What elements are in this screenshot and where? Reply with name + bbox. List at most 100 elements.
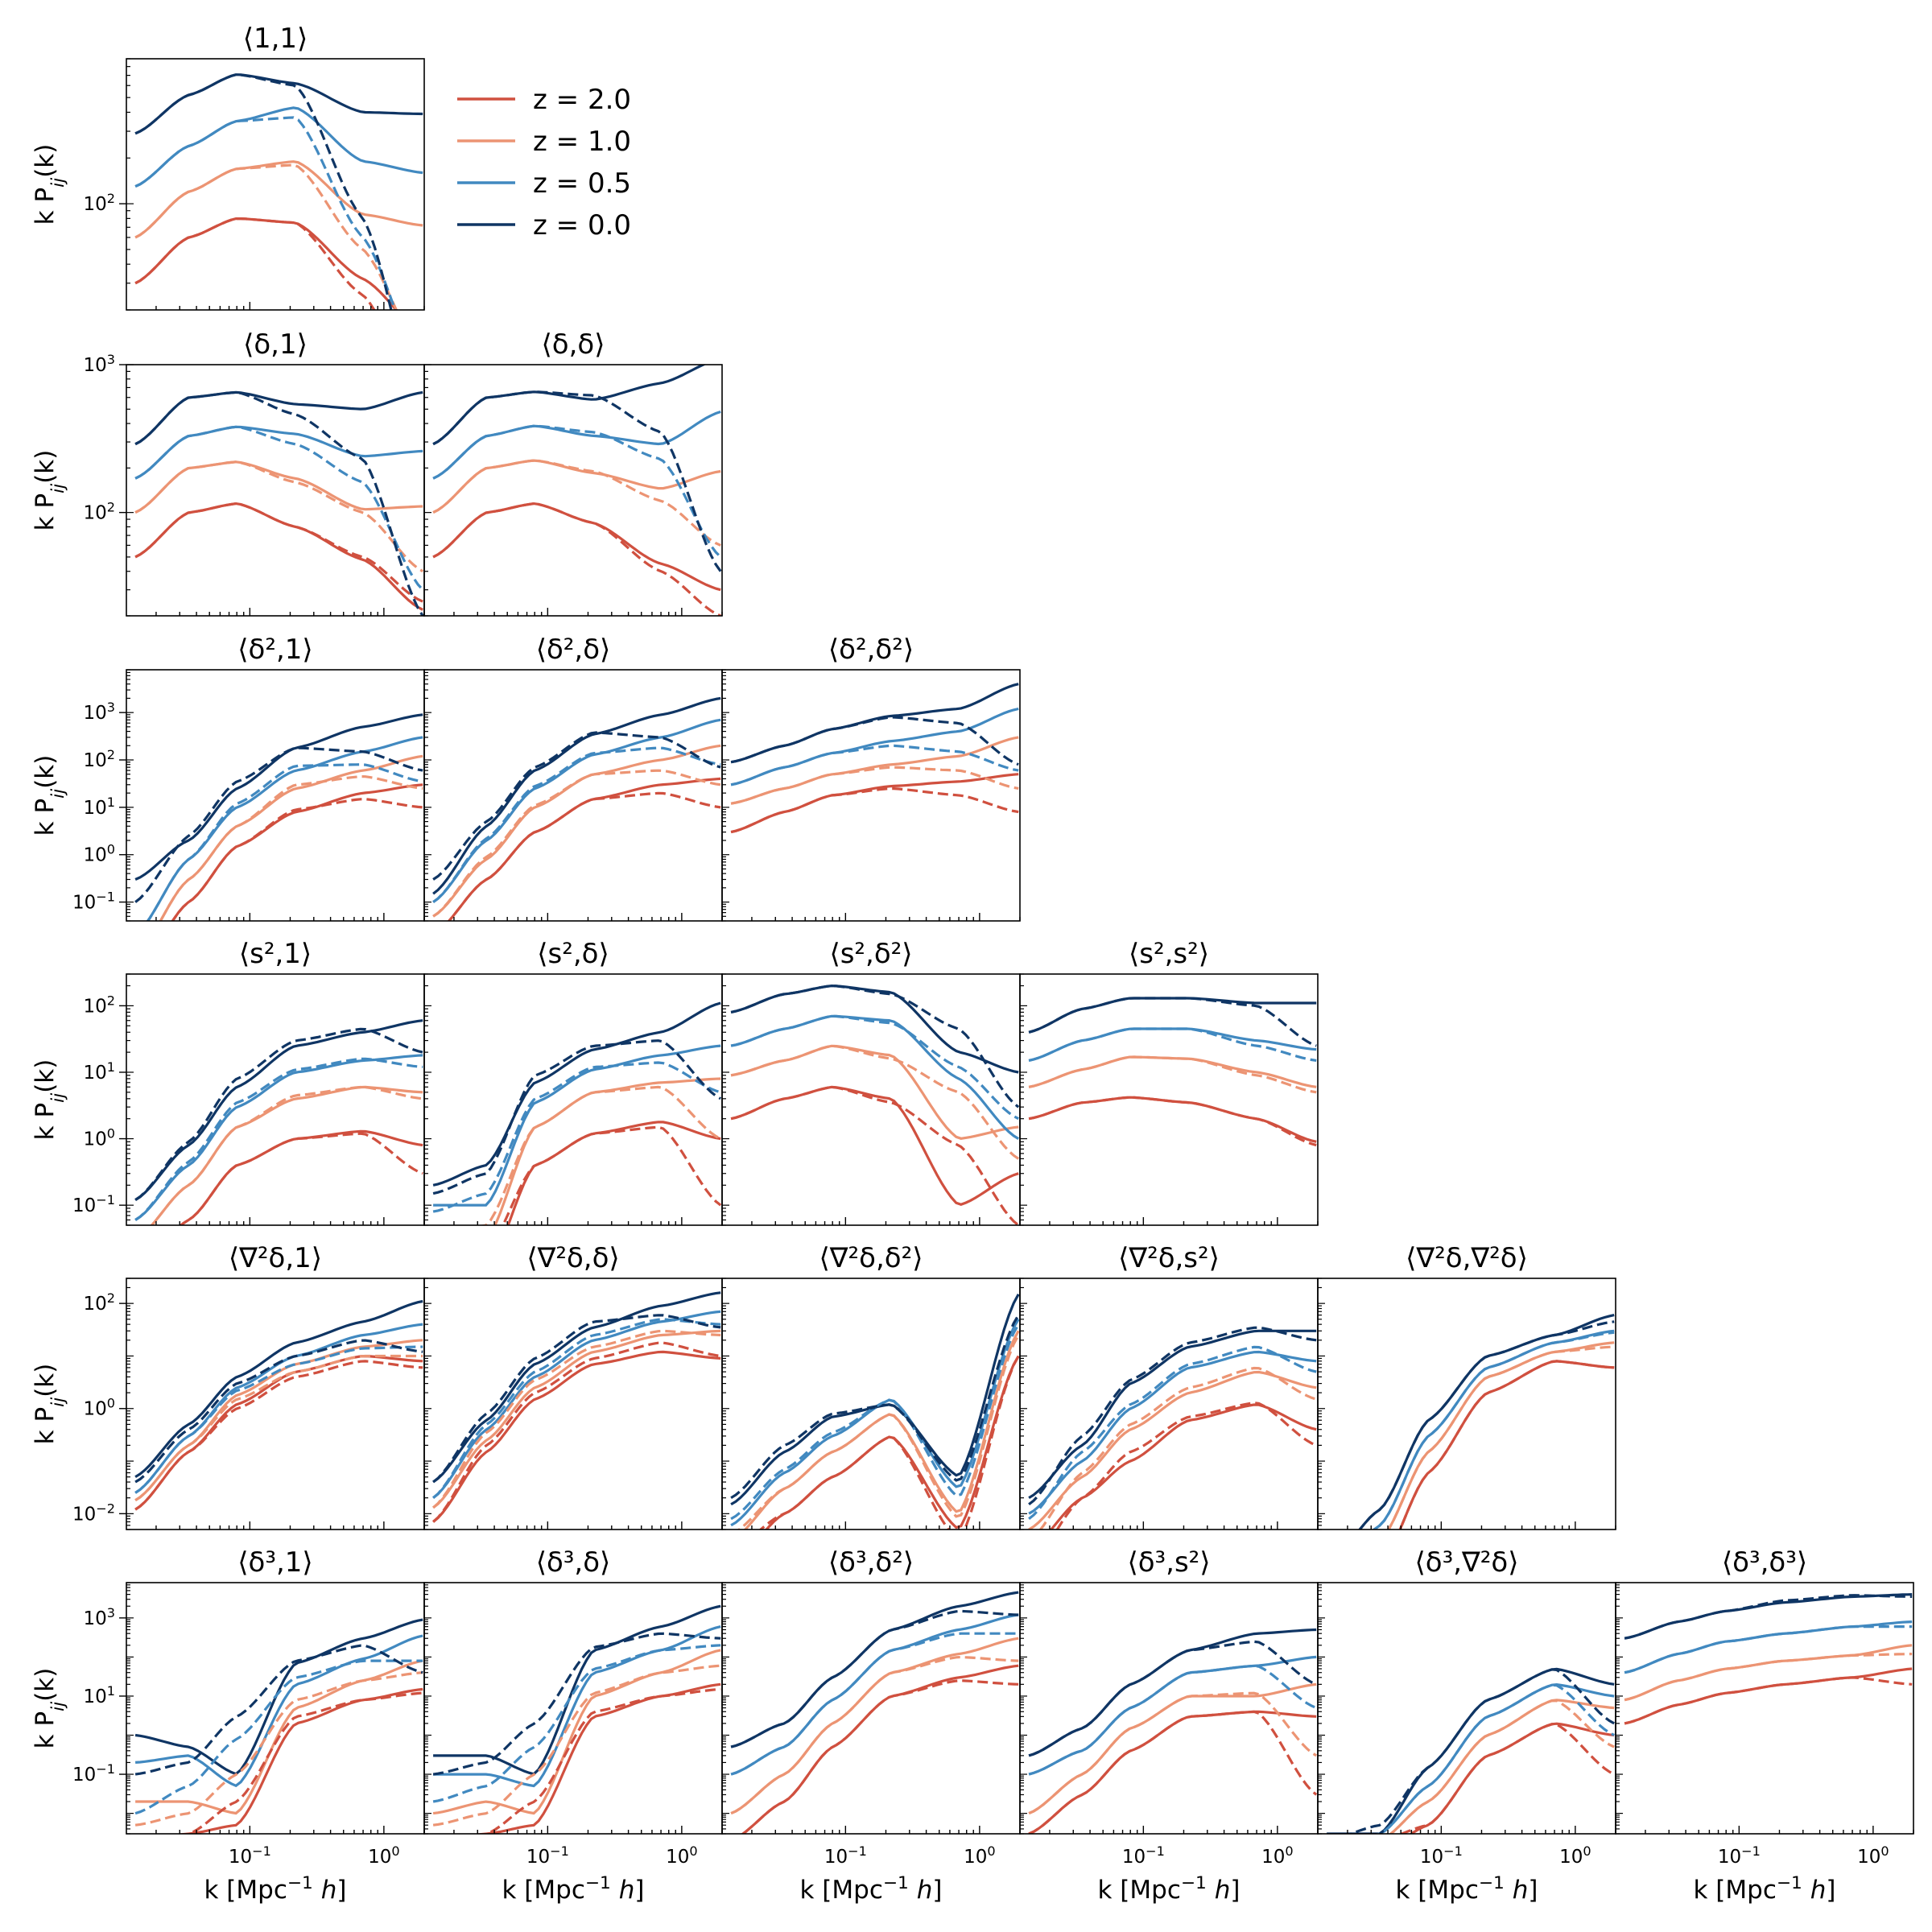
solid-curve-z3 [134,1299,423,1479]
y-axis-label: k Pij(k) [31,1668,68,1749]
solid-curve-z3 [134,1618,423,1776]
y-tick-label: 102 [83,1290,115,1315]
y-tick-label: 102 [83,191,115,216]
solid-curve-z2 [432,718,721,903]
dashed-curve-z2 [432,424,722,559]
dashed-curve-z2 [134,1659,423,1815]
dashed-curve-z0 [432,1341,721,1523]
panel-title: ⟨δ³,1⟩ [237,1546,312,1579]
dashed-curve-z3 [1028,1640,1317,1757]
solid-curve-z1 [1387,1341,1615,1530]
panel-4-3: ⟨∇²δ,s²⟩ [1019,1242,1319,1530]
solid-curve-z3 [1624,1593,1913,1640]
x-tick-label: 10−1 [229,1843,271,1868]
panel-4-0: ⟨∇²δ,1⟩ 10−2 100 102 [72,1242,425,1530]
dashed-curve-z2 [1028,1664,1317,1776]
panel-5-5: ⟨δ³,δ³⟩ 10−1 100 [1615,1546,1914,1868]
dashed-curve-z2 [730,1632,1019,1776]
panel-title: ⟨δ³,δ³⟩ [1722,1546,1807,1579]
solid-curve-z3 [134,713,423,881]
panel-5-2: ⟨δ³,δ²⟩ 10−1 100 [721,1546,1021,1868]
panel-4-2: ⟨∇²δ,δ²⟩ [721,1242,1021,1530]
solid-curve-z3 [134,1019,423,1201]
dashed-curve-z2 [730,744,1019,786]
panel-3-1: ⟨s²,δ⟩ [423,938,723,1226]
y-axis-label: k Pij(k) [31,1364,68,1445]
dashed-curve-z0 [134,502,423,603]
solid-curve-z2 [134,1054,423,1221]
y-tick-label: 103 [83,1604,115,1629]
legend: z = 2.0 z = 1.0 z = 0.5 z = 0.0 [457,84,631,242]
solid-curve-z1 [1028,1682,1317,1815]
solid-curve-z3 [1358,1314,1615,1530]
dashed-curve-z0 [1028,1096,1317,1147]
solid-curve-z0 [134,502,423,611]
x-axis-label: k [Mpc−1 h] [1098,1873,1241,1905]
dashed-curve-z0 [502,1125,722,1225]
dashed-curve-z0 [730,1085,1020,1225]
dashed-curve-z2 [1624,1625,1913,1674]
solid-curve-z2 [433,1044,721,1207]
panel-title: ⟨δ²,1⟩ [237,634,312,666]
dashed-curve-z0 [432,502,721,616]
y-tick-label: 100 [83,841,115,866]
x-tick-label: 10−1 [1718,1843,1761,1868]
y-tick-label: 101 [83,1682,115,1707]
panel-title: ⟨1,1⟩ [243,23,308,55]
solid-curve-z3 [432,696,721,895]
y-axis-label: k Pij(k) [31,450,68,531]
dashed-curve-z1 [1038,1366,1317,1530]
dashed-curve-z3 [730,1314,1020,1500]
dashed-curve-z1 [730,1655,1019,1815]
solid-curve-z1 [159,754,423,921]
dashed-curve-z0 [171,798,423,921]
panel-3-2: ⟨s²,δ²⟩ [721,938,1021,1226]
solid-curve-z3 [134,390,423,446]
y-tick-label: 10−2 [72,1501,115,1525]
solid-curve-z1 [432,1649,721,1815]
legend-label-0: z = 2.0 [533,84,631,116]
y-axis-label: k Pij(k) [31,144,68,225]
solid-curve-z3 [1028,1329,1317,1500]
panel-5-3: ⟨δ³,s²⟩ 10−1 100 [1019,1546,1319,1868]
solid-curve-z1 [730,1637,1019,1815]
panel-2-1: ⟨δ²,δ⟩ [423,634,723,922]
solid-curve-z0 [447,777,721,921]
x-tick-label: 10−1 [526,1843,569,1868]
dashed-curve-z2 [432,1644,721,1803]
solid-curve-z2 [1624,1620,1913,1674]
panel-5-4: ⟨δ³,∇²δ⟩ 10−1 100 [1317,1546,1616,1868]
panel-0-0: ⟨1,1⟩ 102 [83,23,425,311]
x-axis-label: k [Mpc−1 h] [800,1873,943,1905]
legend-label-2: z = 0.5 [533,167,631,200]
dashed-curve-z3 [1358,1320,1615,1530]
x-tick-label: 10−1 [1420,1843,1463,1868]
y-tick-label: 100 [83,1125,115,1150]
solid-curve-z2 [1372,1329,1615,1530]
solid-curve-z1 [134,160,423,239]
dashed-curve-z1 [134,163,398,310]
dashed-curve-z1 [730,1044,1020,1160]
dashed-curve-z2 [432,1318,721,1499]
panel-title: ⟨δ³,δ²⟩ [828,1546,914,1579]
y-tick-label: 10−1 [72,1761,115,1786]
panel-title: ⟨∇²δ,s²⟩ [1118,1242,1220,1274]
dashed-curve-z3 [432,1314,721,1484]
dashed-curve-z1 [432,1664,721,1827]
dashed-curve-z3 [134,390,424,616]
x-tick-label: 100 [666,1843,698,1868]
solid-curve-z2 [432,1310,721,1499]
solid-curve-z0 [741,1664,1019,1834]
solid-curve-z1 [493,1077,721,1225]
solid-curve-z3 [432,1001,721,1187]
y-tick-label: 102 [83,747,115,772]
solid-curve-z0 [432,502,721,592]
x-tick-label: 100 [1857,1843,1889,1868]
dashed-curve-z2 [730,1014,1019,1121]
x-tick-label: 100 [368,1843,400,1868]
solid-curve-z0 [175,1687,423,1834]
panel-title: ⟨s²,δ²⟩ [829,938,912,970]
panel-5-1: ⟨δ³,δ⟩ 10−1 100 [423,1546,723,1868]
dashed-curve-z0 [1398,1360,1615,1530]
